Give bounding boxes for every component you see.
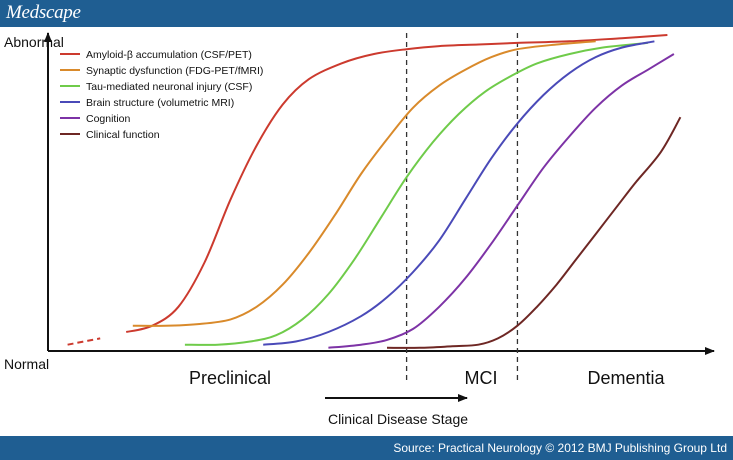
- legend: Amyloid-β accumulation (CSF/PET) Synaptic…: [60, 49, 263, 141]
- series-line-6: [386, 116, 682, 349]
- series-layer: [67, 34, 682, 349]
- medscape-logo: Medscape: [6, 2, 81, 23]
- series-line-1: [125, 34, 668, 333]
- source-credit: Source: Practical Neurology © 2012 BMJ P…: [393, 441, 727, 455]
- axis-labels: Abnormal Normal Preclinical MCI Dementia Clin…: [4, 34, 666, 427]
- series-line-5: [328, 53, 675, 349]
- header-bar: Medscape: [0, 0, 733, 27]
- stage-label-dementia: Dementia: [587, 368, 665, 388]
- legend-label-6: Clinical function: [86, 129, 160, 141]
- axes: [44, 32, 715, 355]
- legend-label-5: Cognition: [86, 113, 131, 125]
- footer-bar: Source: Practical Neurology © 2012 BMJ P…: [0, 436, 733, 460]
- legend-label-1: Amyloid-β accumulation (CSF/PET): [86, 49, 252, 61]
- x-axis-title: Clinical Disease Stage: [328, 411, 468, 427]
- y-bottom-label: Normal: [4, 356, 49, 372]
- legend-label-4: Brain structure (volumetric MRI): [86, 97, 234, 109]
- legend-label-2: Synaptic dysfunction (FDG-PET/fMRI): [86, 65, 263, 77]
- chart: Amyloid-β accumulation (CSF/PET) Synaptic…: [4, 32, 715, 427]
- series-line-2: [132, 40, 596, 327]
- legend-label-3: Tau-mediated neuronal injury (CSF): [86, 81, 252, 93]
- stage-boundaries: [405, 33, 519, 383]
- stage-label-mci: MCI: [465, 368, 498, 388]
- series-line-3: [184, 41, 648, 346]
- stage-label-preclinical: Preclinical: [189, 368, 271, 388]
- series-line-4: [263, 40, 655, 346]
- y-top-label: Abnormal: [4, 34, 64, 50]
- series-line-1-dashed: [67, 337, 101, 346]
